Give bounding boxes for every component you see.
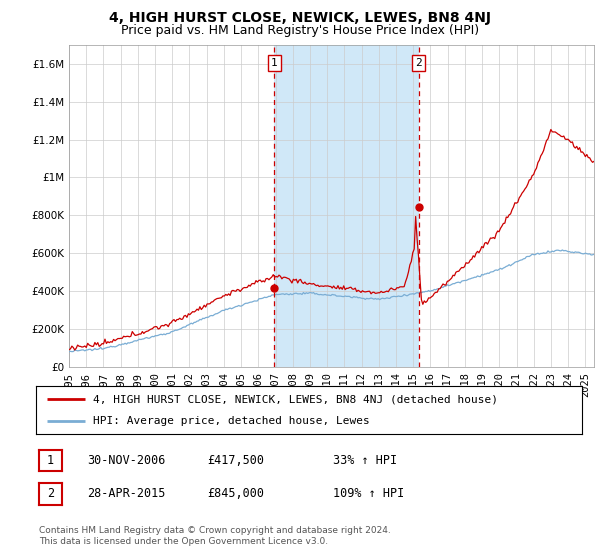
Text: 1: 1 (271, 58, 278, 68)
Text: £845,000: £845,000 (207, 487, 264, 501)
Text: 28-APR-2015: 28-APR-2015 (87, 487, 166, 501)
Text: Contains HM Land Registry data © Crown copyright and database right 2024.
This d: Contains HM Land Registry data © Crown c… (39, 526, 391, 546)
Text: 33% ↑ HPI: 33% ↑ HPI (333, 454, 397, 467)
Text: 4, HIGH HURST CLOSE, NEWICK, LEWES, BN8 4NJ (detached house): 4, HIGH HURST CLOSE, NEWICK, LEWES, BN8 … (94, 394, 499, 404)
Text: 1: 1 (47, 454, 54, 467)
Bar (274, 45, 419, 367)
Text: 2: 2 (47, 487, 54, 501)
Text: Price paid vs. HM Land Registry's House Price Index (HPI): Price paid vs. HM Land Registry's House … (121, 24, 479, 36)
Text: HPI: Average price, detached house, Lewes: HPI: Average price, detached house, Lewe… (94, 416, 370, 426)
Text: 109% ↑ HPI: 109% ↑ HPI (333, 487, 404, 501)
Text: 2: 2 (416, 58, 422, 68)
Text: 30-NOV-2006: 30-NOV-2006 (87, 454, 166, 467)
Text: £417,500: £417,500 (207, 454, 264, 467)
Text: 4, HIGH HURST CLOSE, NEWICK, LEWES, BN8 4NJ: 4, HIGH HURST CLOSE, NEWICK, LEWES, BN8 … (109, 11, 491, 25)
